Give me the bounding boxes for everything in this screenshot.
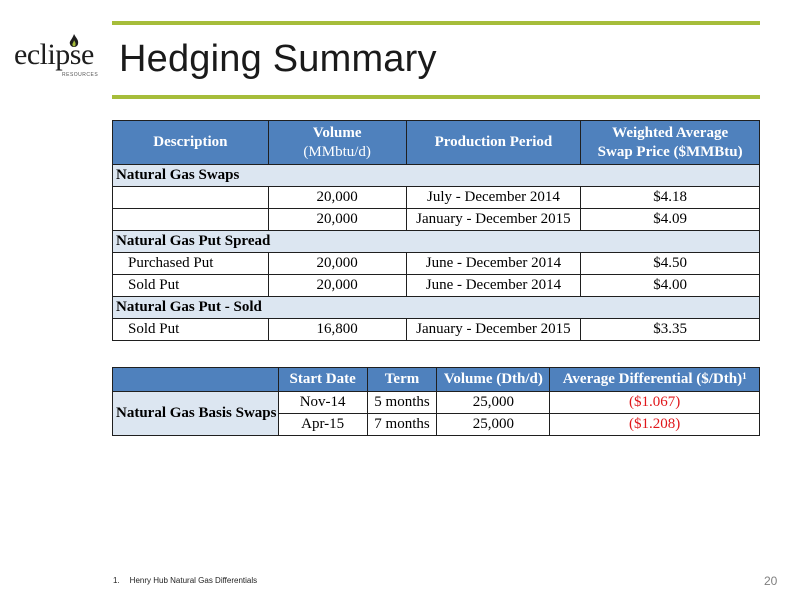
header-term: Term [366, 367, 438, 392]
table-row: Sold Put 16,800 January - December 2015 … [112, 318, 760, 341]
header-volume: Volume (Dth/d) [436, 367, 551, 392]
header-price-line2: Swap Price ($MMBtu) [597, 143, 743, 160]
footnote: 1. Henry Hub Natural Gas Differentials [113, 576, 257, 585]
table-row: Apr-15 7 months 25,000 ($1.208) [113, 413, 760, 436]
table-row: Natural Gas Basis Swaps Nov-14 5 months … [112, 391, 760, 436]
cell-price: $4.18 [580, 186, 760, 209]
cell-price: $4.09 [580, 208, 760, 231]
basis-row-label: Natural Gas Basis Swaps [112, 391, 279, 436]
table-row: Sold Put 20,000 June - December 2014 $4.… [112, 274, 760, 297]
header-price-line1: Weighted Average [612, 124, 729, 141]
logo-subtext: RESOURCES [62, 72, 99, 78]
cell-period: June - December 2014 [405, 252, 582, 275]
section-row: Natural Gas Put - Sold [112, 296, 760, 319]
cell-description: Purchased Put [112, 252, 269, 275]
hedging-table: Description Volume (MMbtu/d) Production … [112, 120, 760, 341]
hedging-table-header: Description Volume (MMbtu/d) Production … [112, 120, 760, 165]
header-price: Weighted Average Swap Price ($MMBtu) [580, 120, 760, 165]
header-period: Production Period [405, 120, 582, 165]
logo-wordmark: eclipse [14, 38, 94, 71]
table-row: Purchased Put 20,000 June - December 201… [112, 252, 760, 275]
section-label: Natural Gas Put - Sold [112, 296, 760, 319]
cell-price: $4.00 [580, 274, 760, 297]
table-row: 20,000 July - December 2014 $4.18 [112, 186, 760, 209]
header-description: Description [112, 120, 269, 165]
cell-term: 7 months [366, 413, 438, 436]
cell-price: $4.50 [580, 252, 760, 275]
section-row: Natural Gas Swaps [112, 164, 760, 187]
cell-price: $3.35 [580, 318, 760, 341]
section-label: Natural Gas Swaps [112, 164, 760, 187]
footnote-text: Henry Hub Natural Gas Differentials [129, 576, 258, 585]
header-start-date: Start Date [277, 367, 368, 392]
cell-period: June - December 2014 [405, 274, 582, 297]
cell-period: July - December 2014 [405, 186, 582, 209]
basis-swaps-table: Start Date Term Volume (Dth/d) Average D… [112, 367, 760, 436]
section-label: Natural Gas Put Spread [112, 230, 760, 253]
cell-term: 5 months [366, 391, 438, 414]
header-differential: Average Differential ($/Dth)1 [549, 367, 760, 392]
section-row: Natural Gas Put Spread [112, 230, 760, 253]
header-volume-label: Volume [312, 124, 362, 141]
cell-period: January - December 2015 [405, 208, 582, 231]
header-volume: Volume (MMbtu/d) [267, 120, 407, 165]
page-title: Hedging Summary [119, 38, 437, 80]
cell-volume: 25,000 [436, 391, 551, 414]
footnote-number: 1. [113, 576, 120, 585]
cell-description [112, 208, 269, 231]
top-rule [112, 21, 760, 25]
table-row: 20,000 January - December 2015 $4.09 [112, 208, 760, 231]
header-volume-unit: (MMbtu/d) [303, 143, 371, 160]
cell-start-date: Apr-15 [277, 413, 368, 436]
header-blank [112, 367, 279, 392]
header-differential-label: Average Differential ($/Dth) [562, 371, 743, 387]
cell-description [112, 186, 269, 209]
cell-volume: 16,800 [267, 318, 407, 341]
bottom-rule [112, 95, 760, 99]
cell-volume: 20,000 [267, 274, 407, 297]
basis-table-header: Start Date Term Volume (Dth/d) Average D… [112, 367, 760, 392]
cell-start-date: Nov-14 [277, 391, 368, 414]
company-logo: eclipse RESOURCES [14, 30, 108, 80]
flame-icon [69, 34, 79, 47]
cell-volume: 20,000 [267, 208, 407, 231]
cell-volume: 25,000 [436, 413, 551, 436]
page-number: 20 [764, 574, 778, 588]
cell-volume: 20,000 [267, 252, 407, 275]
cell-volume: 20,000 [267, 186, 407, 209]
cell-description: Sold Put [112, 274, 269, 297]
footnote-marker: 1 [742, 371, 747, 381]
cell-differential: ($1.067) [549, 391, 760, 414]
cell-differential: ($1.208) [549, 413, 760, 436]
cell-description: Sold Put [112, 318, 269, 341]
cell-period: January - December 2015 [405, 318, 582, 341]
